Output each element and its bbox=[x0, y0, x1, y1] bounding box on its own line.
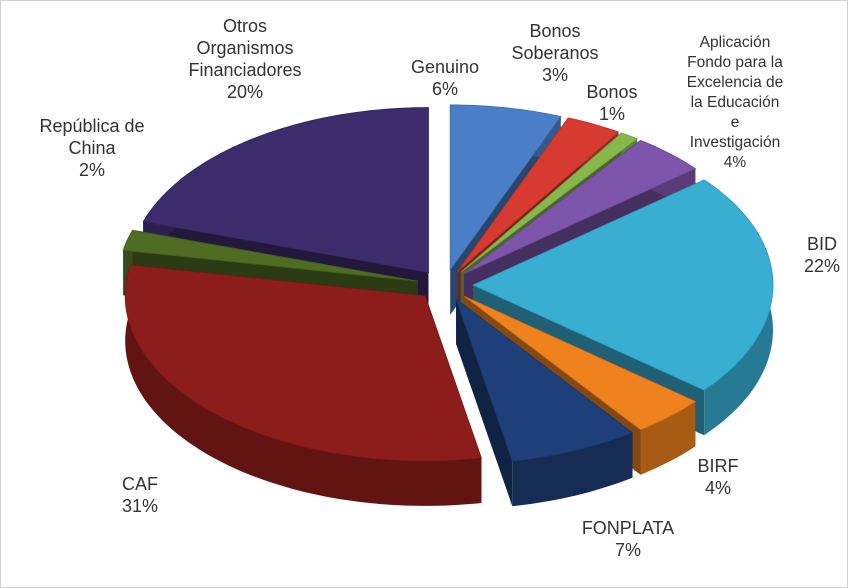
slice bbox=[449, 104, 562, 272]
slice-label: Genuino bbox=[411, 57, 479, 77]
slice-value-label: 3% bbox=[542, 65, 568, 85]
slice-label: Bonos Soberanos bbox=[511, 21, 598, 63]
slice bbox=[472, 179, 774, 391]
slice-value-label: 4% bbox=[724, 154, 747, 171]
slice-label: Aplicación Fondo para la Excelencia de la E… bbox=[687, 34, 784, 151]
slice bbox=[455, 297, 634, 462]
slice-wall bbox=[512, 432, 633, 507]
slice bbox=[463, 295, 697, 431]
slice-wall bbox=[640, 401, 696, 475]
slice-value-label: 20% bbox=[227, 82, 263, 102]
slice bbox=[122, 229, 418, 282]
slice-label: Bonos bbox=[586, 82, 637, 102]
slice bbox=[142, 107, 429, 273]
slice bbox=[457, 117, 620, 272]
slice-side bbox=[456, 299, 513, 507]
slice bbox=[124, 264, 482, 462]
slice-value-label: 4% bbox=[705, 478, 731, 498]
slice-value-label: 7% bbox=[615, 540, 641, 560]
slice-value-label: 1% bbox=[599, 104, 625, 124]
slice-value-label: 31% bbox=[122, 496, 158, 516]
slice-label: BIRF bbox=[697, 456, 738, 476]
slice-wall bbox=[125, 265, 482, 506]
slice-label: BID bbox=[807, 234, 837, 254]
slice bbox=[463, 139, 697, 275]
slice-label: Otros Organismos Financiadores bbox=[188, 16, 301, 80]
slice-value-label: 22% bbox=[804, 256, 840, 276]
slice-label: FONPLATA bbox=[582, 518, 674, 538]
slice bbox=[460, 132, 638, 273]
pie-tops bbox=[122, 104, 774, 462]
slice-label: CAF bbox=[122, 474, 158, 494]
slice-value-label: 2% bbox=[79, 160, 105, 180]
slice-value-label: 6% bbox=[432, 79, 458, 99]
slice-label: República de China bbox=[39, 116, 144, 158]
